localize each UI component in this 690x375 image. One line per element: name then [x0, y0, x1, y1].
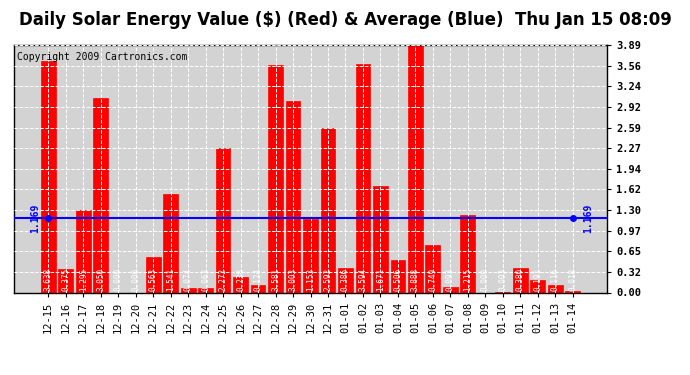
- Text: 1.671: 1.671: [376, 268, 385, 291]
- Bar: [250, 285, 266, 292]
- Bar: [41, 61, 56, 292]
- Text: 0.506: 0.506: [393, 268, 402, 291]
- Text: 3.050: 3.050: [96, 268, 105, 291]
- Text: 3.581: 3.581: [271, 268, 280, 291]
- Bar: [373, 186, 388, 292]
- Bar: [76, 210, 90, 292]
- Bar: [286, 101, 300, 292]
- Text: 0.124: 0.124: [253, 268, 262, 291]
- Bar: [146, 256, 161, 292]
- Bar: [426, 245, 440, 292]
- Text: 2.272: 2.272: [219, 268, 228, 291]
- Bar: [58, 268, 73, 292]
- Bar: [268, 64, 283, 292]
- Bar: [531, 280, 545, 292]
- Text: 0.563: 0.563: [148, 268, 157, 291]
- Bar: [93, 99, 108, 292]
- Bar: [460, 215, 475, 292]
- Text: 0.116: 0.116: [551, 268, 560, 291]
- Bar: [338, 268, 353, 292]
- Text: 0.380: 0.380: [516, 268, 525, 291]
- Bar: [181, 288, 195, 292]
- Text: 0.375: 0.375: [61, 268, 70, 291]
- Text: 1.153: 1.153: [306, 268, 315, 291]
- Text: 0.063: 0.063: [201, 268, 210, 291]
- Text: 0.000: 0.000: [131, 268, 140, 291]
- Text: 2.592: 2.592: [324, 268, 333, 291]
- Text: 3.888: 3.888: [411, 268, 420, 291]
- Text: 0.238: 0.238: [236, 268, 245, 291]
- Text: 0.003: 0.003: [498, 268, 507, 291]
- Bar: [321, 128, 335, 292]
- Bar: [408, 45, 423, 292]
- Bar: [443, 286, 458, 292]
- Bar: [216, 148, 230, 292]
- Text: 0.000: 0.000: [481, 268, 490, 291]
- Text: 1.541: 1.541: [166, 268, 175, 291]
- Text: 1.169: 1.169: [583, 203, 593, 233]
- Bar: [198, 288, 213, 292]
- Text: 1.295: 1.295: [79, 268, 88, 291]
- Text: 0.386: 0.386: [341, 268, 350, 291]
- Text: 1.169: 1.169: [30, 203, 40, 233]
- Text: 1.215: 1.215: [464, 268, 473, 291]
- Bar: [548, 285, 563, 292]
- Bar: [355, 64, 371, 292]
- Text: 0.093: 0.093: [446, 268, 455, 291]
- Text: 0.000: 0.000: [114, 268, 123, 291]
- Text: Copyright 2009 Cartronics.com: Copyright 2009 Cartronics.com: [17, 53, 187, 62]
- Text: 0.074: 0.074: [184, 268, 193, 291]
- Text: 0.749: 0.749: [428, 268, 437, 291]
- Text: Daily Solar Energy Value ($) (Red) & Average (Blue)  Thu Jan 15 08:09: Daily Solar Energy Value ($) (Red) & Ave…: [19, 11, 671, 29]
- Bar: [391, 260, 405, 292]
- Bar: [513, 268, 528, 292]
- Text: 0.191: 0.191: [533, 268, 542, 291]
- Text: 3.003: 3.003: [288, 268, 297, 291]
- Text: 0.018: 0.018: [569, 268, 578, 291]
- Bar: [303, 219, 318, 292]
- Text: 3.594: 3.594: [359, 268, 368, 291]
- Bar: [233, 278, 248, 292]
- Bar: [565, 291, 580, 292]
- Bar: [163, 195, 178, 292]
- Text: 3.638: 3.638: [43, 268, 52, 291]
